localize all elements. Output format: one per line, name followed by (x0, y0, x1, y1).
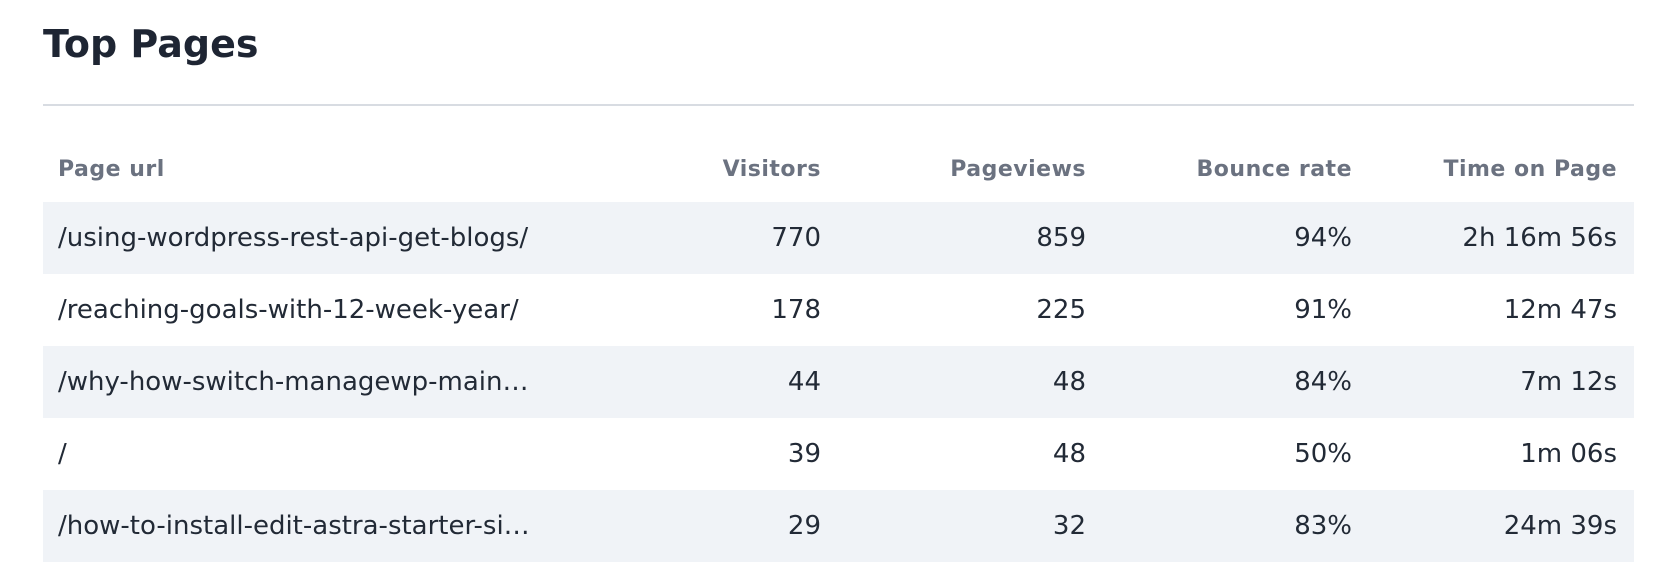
metric-cell: 91% (1294, 295, 1352, 325)
metric-cell: 94% (1294, 223, 1352, 253)
metric-cell: 84% (1294, 367, 1352, 397)
metric-cell: 50% (1294, 439, 1352, 469)
row-background (43, 490, 1634, 562)
metric-cell: 770 (771, 223, 821, 253)
page-url: /how-to-install-edit-astra-starter-si… (58, 511, 530, 541)
column-header: Page url (58, 157, 165, 182)
row-background (43, 202, 1634, 274)
column-header: Pageviews (950, 157, 1086, 182)
column-header: Visitors (722, 157, 821, 182)
metric-cell: 859 (1036, 223, 1086, 253)
divider (43, 104, 1634, 106)
metric-cell: 83% (1294, 511, 1352, 541)
page-url: /why-how-switch-managewp-main… (58, 367, 529, 397)
section-title: Top Pages (43, 22, 259, 66)
metric-cell: 48 (1052, 439, 1086, 469)
metric-cell: 2h 16m 56s (1462, 223, 1617, 253)
column-header: Bounce rate (1196, 157, 1352, 182)
metric-cell: 1m 06s (1520, 439, 1617, 469)
metric-cell: 12m 47s (1503, 295, 1617, 325)
row-background (43, 346, 1634, 418)
metric-cell: 225 (1036, 295, 1086, 325)
metric-cell: 44 (787, 367, 821, 397)
metric-cell: 24m 39s (1503, 511, 1617, 541)
page-url: / (58, 439, 67, 469)
metric-cell: 178 (771, 295, 821, 325)
metric-cell: 32 (1052, 511, 1086, 541)
metric-cell: 7m 12s (1520, 367, 1617, 397)
metric-cell: 48 (1052, 367, 1086, 397)
column-header: Time on Page (1443, 157, 1617, 182)
metric-cell: 29 (787, 511, 821, 541)
page-url: /reaching-goals-with-12-week-year/ (58, 295, 519, 325)
page-url: /using-wordpress-rest-api-get-blogs/ (58, 223, 529, 253)
metric-cell: 39 (787, 439, 821, 469)
